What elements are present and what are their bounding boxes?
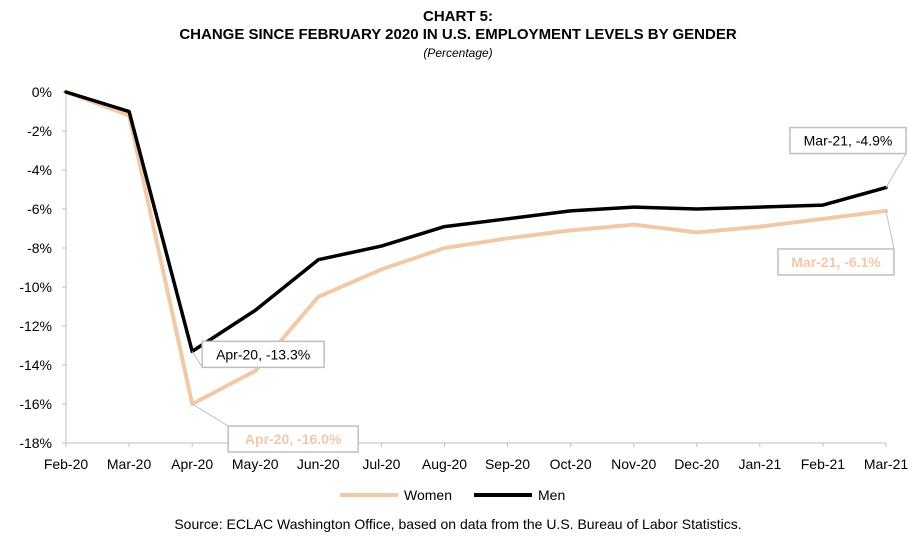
x-tick-label: Feb-21 [801, 456, 846, 472]
y-tick-label: -8% [27, 240, 52, 256]
source-note: Source: ECLAC Washington Office, based o… [174, 516, 742, 532]
x-tick-label: Oct-20 [550, 456, 592, 472]
x-tick-label: Dec-20 [674, 456, 719, 472]
y-tick-label: 0% [32, 84, 52, 100]
x-tick-label: May-20 [232, 456, 279, 472]
x-tick-label: Mar-20 [107, 456, 152, 472]
x-tick-label: Jan-21 [738, 456, 781, 472]
annotation-label: Mar-21, -6.1% [791, 254, 881, 270]
annotation-box [789, 126, 907, 155]
x-tick-label: Nov-20 [611, 456, 656, 472]
annotation-box [777, 248, 895, 276]
annotation-label: Mar-21, -4.9% [804, 133, 893, 149]
legend-label-women: Women [404, 487, 452, 503]
x-tick-label: Aug-20 [422, 456, 467, 472]
x-tick-label: Apr-20 [171, 456, 213, 472]
series-line-women [64, 90, 888, 406]
chart-title: CHART 5: [423, 8, 493, 25]
annotation-box [201, 340, 325, 369]
annotation-leader [885, 210, 895, 250]
y-tick-label: -18% [19, 435, 52, 451]
y-tick-label: -4% [27, 162, 52, 178]
x-tick-label: Mar-21 [864, 456, 909, 472]
y-tick-label: -14% [19, 357, 52, 373]
y-tick-label: -10% [19, 279, 52, 295]
y-tick-label: -16% [19, 396, 52, 412]
annotation-box [227, 425, 359, 453]
y-tick-label: -2% [27, 123, 52, 139]
x-tick-label: Jun-20 [297, 456, 340, 472]
legend-label-men: Men [538, 487, 565, 503]
y-tick-label: -6% [27, 201, 52, 217]
series-line-men [64, 90, 888, 354]
annotation-leader [191, 351, 203, 368]
annotation-leader [885, 153, 907, 188]
y-tick-label: -12% [19, 318, 52, 334]
chart-unit-note: (Percentage) [423, 46, 493, 60]
x-tick-label: Sep-20 [485, 456, 530, 472]
chart-subtitle: CHANGE SINCE FEBRUARY 2020 IN U.S. EMPLO… [179, 26, 737, 43]
x-tick-label: Feb-20 [44, 456, 89, 472]
x-tick-label: Jul-20 [362, 456, 400, 472]
annotation-label: Apr-20, -16.0% [245, 431, 342, 447]
annotation-label: Apr-20, -13.3% [216, 346, 310, 362]
annotation-leader [191, 403, 229, 427]
